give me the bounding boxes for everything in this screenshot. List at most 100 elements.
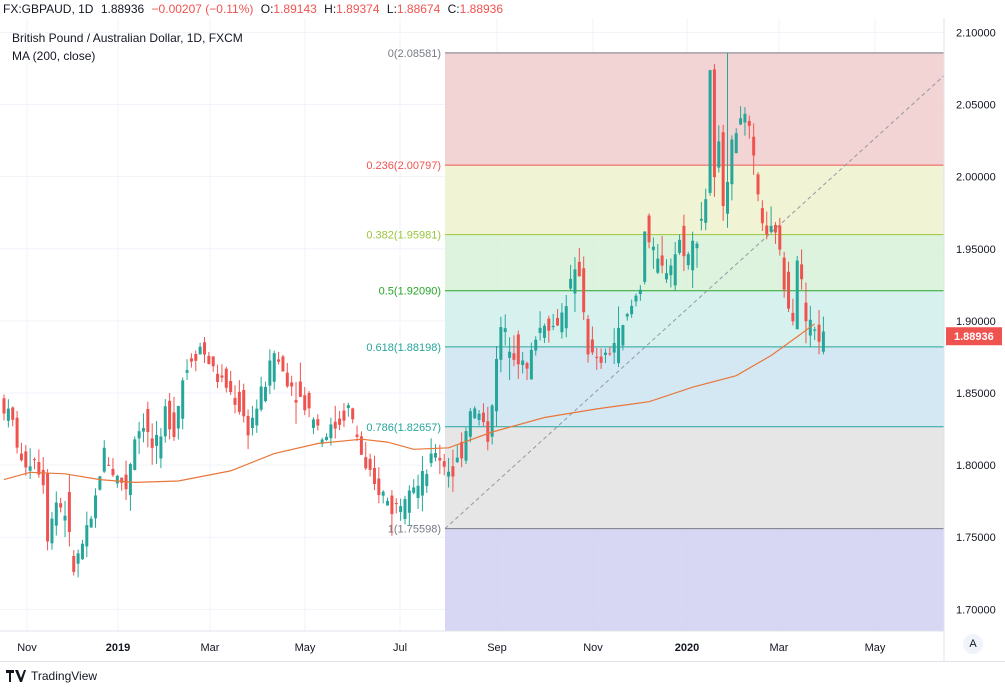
candle-body	[290, 382, 294, 387]
candle-body	[451, 466, 455, 477]
ohlc-open: O:1.89143	[260, 2, 317, 16]
candle-body	[80, 543, 84, 560]
price-tick-label: 1.95000	[956, 244, 996, 256]
price-tick-label: 2.00000	[956, 172, 996, 184]
candle-body	[229, 381, 233, 393]
candle-body	[477, 413, 481, 420]
time-tick-label: Mar	[201, 642, 220, 654]
candle-body	[495, 358, 499, 412]
price-tick-label: 1.75000	[956, 532, 996, 544]
candle-body	[795, 260, 799, 330]
tradingview-logo[interactable]: TradingView	[6, 669, 97, 683]
candle-body	[621, 325, 625, 346]
price-tick-label: 2.05000	[956, 100, 996, 112]
time-tick-label: Nov	[17, 642, 37, 654]
candle-body	[630, 305, 634, 315]
candle-body	[821, 331, 825, 352]
candle-body	[172, 412, 176, 438]
candle-body	[155, 434, 159, 446]
candle-body	[464, 431, 468, 461]
symbol-label[interactable]: FX:GBPAUD, 1D	[3, 2, 94, 16]
candle-body	[455, 457, 459, 463]
candle-body	[54, 502, 58, 526]
candle-body	[508, 351, 512, 358]
candle-body	[669, 265, 673, 276]
candle-body	[499, 327, 503, 360]
candle-body	[699, 218, 703, 221]
candle-body	[686, 254, 690, 266]
candle-body	[433, 452, 437, 458]
time-tick-label: May	[865, 642, 886, 654]
candle-body	[303, 395, 307, 411]
candle-body	[708, 70, 712, 193]
candle-body	[198, 346, 202, 355]
candle-body	[307, 392, 311, 409]
candle-body	[141, 428, 145, 432]
candle-body	[368, 458, 372, 470]
candle-body	[146, 408, 150, 433]
candle-body	[468, 411, 472, 437]
candle-body	[425, 473, 429, 487]
candle-body	[137, 431, 141, 439]
time-tick-label: May	[295, 642, 316, 654]
candle-body	[377, 478, 381, 496]
price-chart[interactable]: 0(2.08581) 0.236(2.00797) 0.382(1.95981) 0.…	[0, 0, 1005, 661]
last-price-tag	[946, 327, 1002, 346]
candle-body	[76, 553, 80, 564]
candle-body	[752, 136, 756, 156]
auto-scale-button[interactable]: A	[963, 634, 983, 654]
candle-body	[664, 273, 668, 280]
candle-body	[163, 406, 167, 437]
candle-body	[316, 419, 320, 426]
candle-body	[551, 325, 555, 328]
candle-body	[542, 325, 546, 338]
price-tick-label: 1.80000	[956, 460, 996, 472]
fib-level-label: 0.236(2.00797)	[366, 160, 441, 172]
time-tick-label: Sep	[487, 642, 507, 654]
tradingview-icon	[6, 670, 26, 682]
candle-body	[6, 408, 10, 421]
candle-body	[791, 312, 795, 322]
candle-body	[325, 436, 329, 440]
candle-body	[89, 518, 93, 528]
time-tick-label: Nov	[583, 642, 603, 654]
ma-indicator-label[interactable]: MA (200, close)	[12, 49, 96, 63]
candle-body	[168, 400, 172, 430]
candle-body	[311, 419, 315, 428]
time-tick-label: Mar	[770, 642, 789, 654]
candle-body	[726, 182, 730, 214]
time-tick-label: 2020	[675, 642, 699, 654]
candle-body	[351, 408, 355, 420]
candle-body	[586, 318, 590, 355]
candle-body	[359, 436, 363, 455]
candle-body	[202, 342, 206, 355]
candle-body	[747, 120, 751, 126]
candle-body	[595, 356, 599, 358]
candle-body	[364, 457, 368, 469]
price-tick-label: 1.85000	[956, 388, 996, 400]
candle-body	[224, 368, 228, 388]
ohlc-low: L:1.88674	[386, 2, 441, 16]
candle-body	[817, 324, 821, 342]
price-tick-label: 2.10000	[956, 27, 996, 39]
candle-body	[194, 354, 198, 361]
candle-body	[67, 491, 71, 532]
candle-body	[37, 462, 41, 475]
candle-body	[695, 243, 699, 249]
candle-body	[608, 353, 612, 355]
fib-level-label: 0.382(1.95981)	[366, 230, 441, 242]
candle-body	[773, 224, 777, 233]
candle-body	[120, 477, 124, 483]
candle-body	[237, 391, 241, 412]
chart-title: British Pound / Australian Dollar, 1D, F…	[12, 31, 243, 45]
candle-body	[33, 459, 37, 461]
candle-body	[603, 352, 607, 355]
candle-body	[211, 356, 215, 367]
candle-body	[743, 113, 747, 123]
candle-body	[189, 358, 193, 362]
candle-body	[233, 397, 237, 405]
candle-body	[11, 407, 15, 420]
candle-body	[98, 476, 102, 490]
fib-level-label: 0.786(1.82657)	[366, 422, 441, 434]
